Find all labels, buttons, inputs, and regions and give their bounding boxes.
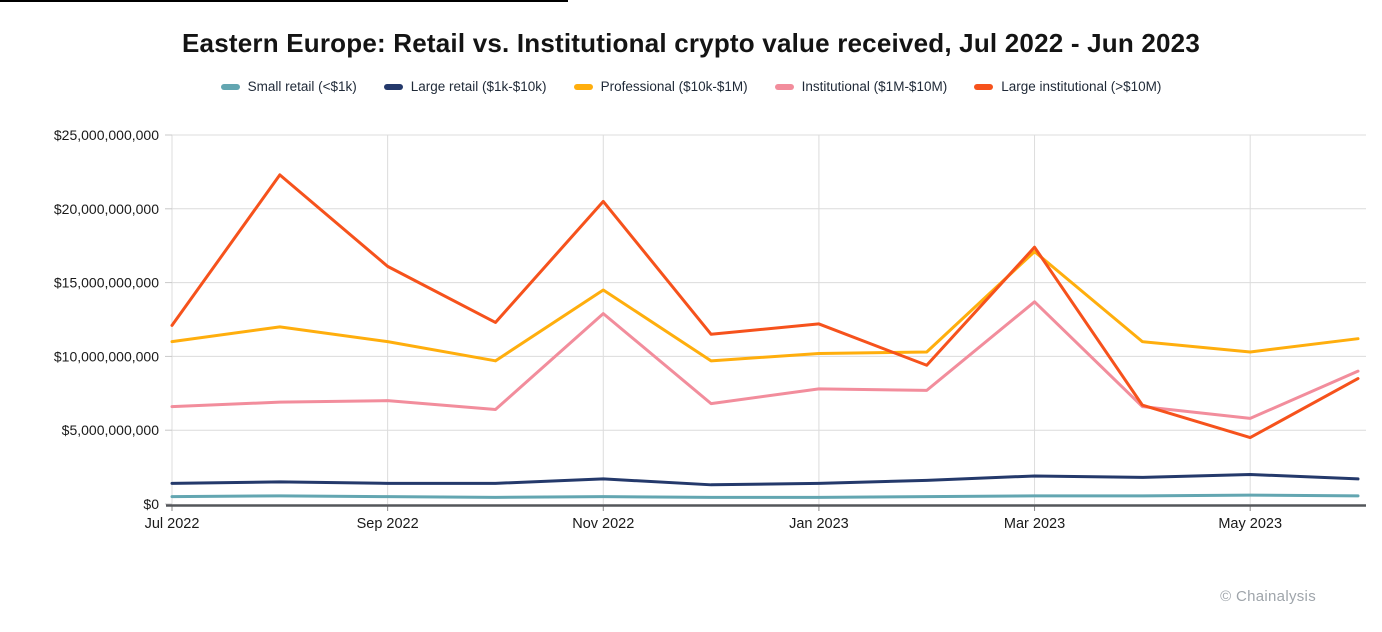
y-axis-label: $10,000,000,000 [54, 348, 159, 364]
legend-label: Small retail (<$1k) [247, 79, 357, 94]
x-axis-label: Sep 2022 [357, 516, 419, 532]
legend: Small retail (<$1k) Large retail ($1k-$10… [0, 79, 1382, 94]
top-border-line [0, 0, 568, 2]
series-line-large-retail [170, 472, 1360, 487]
series-line-large-institutional [170, 173, 1360, 440]
legend-label: Professional ($10k-$1M) [600, 79, 748, 94]
legend-swatch-icon [974, 83, 994, 90]
y-axis-label: $15,000,000,000 [54, 275, 159, 291]
x-axis-label: Jul 2022 [145, 516, 200, 532]
legend-swatch-icon [220, 83, 240, 90]
y-axis-label: $20,000,000,000 [54, 201, 159, 217]
legend-item-professional: Professional ($10k-$1M) [573, 79, 748, 94]
legend-swatch-icon [573, 83, 593, 90]
series-line-professional [170, 250, 1360, 363]
x-axis-label: May 2023 [1218, 516, 1282, 532]
x-axis-label: Mar 2023 [1004, 516, 1065, 532]
legend-item-large-institutional: Large institutional (>$10M) [974, 79, 1161, 94]
legend-label: Large institutional (>$10M) [1001, 79, 1162, 94]
legend-label: Large retail ($1k-$10k) [410, 79, 547, 94]
legend-label: Institutional ($1M-$10M) [801, 79, 948, 94]
series-line-small-retail [170, 493, 1360, 499]
legend-item-small-retail: Small retail (<$1k) [220, 79, 357, 94]
x-axis-label: Nov 2022 [572, 516, 634, 532]
x-axis-label: Jan 2023 [789, 516, 849, 532]
chart-title: Eastern Europe: Retail vs. Institutional… [182, 28, 1200, 58]
legend-item-large-retail: Large retail ($1k-$10k) [383, 79, 547, 94]
y-axis-label: $5,000,000,000 [62, 422, 160, 438]
series-line-institutional [170, 300, 1360, 420]
legend-swatch-icon [774, 83, 794, 90]
chainalysis-credit: © Chainalysis [1220, 588, 1316, 605]
y-axis-label: $25,000,000,000 [54, 127, 159, 143]
legend-item-institutional: Institutional ($1M-$10M) [774, 79, 948, 94]
legend-swatch-icon [383, 83, 403, 90]
y-axis-label: $0 [143, 496, 159, 512]
